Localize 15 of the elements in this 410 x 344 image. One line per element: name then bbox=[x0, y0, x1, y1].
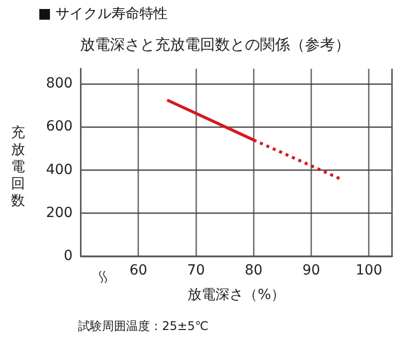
chart-title: ■ サイクル寿命特性 bbox=[38, 6, 168, 22]
y-tick-label: 200 bbox=[46, 204, 73, 221]
x-axis-title: 放電深さ（%） bbox=[188, 287, 286, 304]
y-tick-label: 0 bbox=[64, 248, 73, 264]
y-tick-label: 600 bbox=[46, 118, 73, 135]
chart-subtitle: 放電深さと充放電回数との関係（参考） bbox=[80, 36, 350, 54]
x-tick-label: 100 bbox=[356, 262, 382, 278]
x-tick-label: 60 bbox=[129, 262, 148, 278]
y-tick-label: 400 bbox=[46, 162, 73, 178]
text: 試験周囲温度：25±5℃ bbox=[78, 318, 208, 335]
x-tick-label: 90 bbox=[302, 262, 320, 278]
x-tick-label: 70 bbox=[187, 262, 205, 278]
y-axis-title: 充放電回数 bbox=[10, 125, 26, 210]
y-tick-label: 800 bbox=[46, 76, 73, 92]
x-tick-label: 80 bbox=[244, 262, 263, 278]
